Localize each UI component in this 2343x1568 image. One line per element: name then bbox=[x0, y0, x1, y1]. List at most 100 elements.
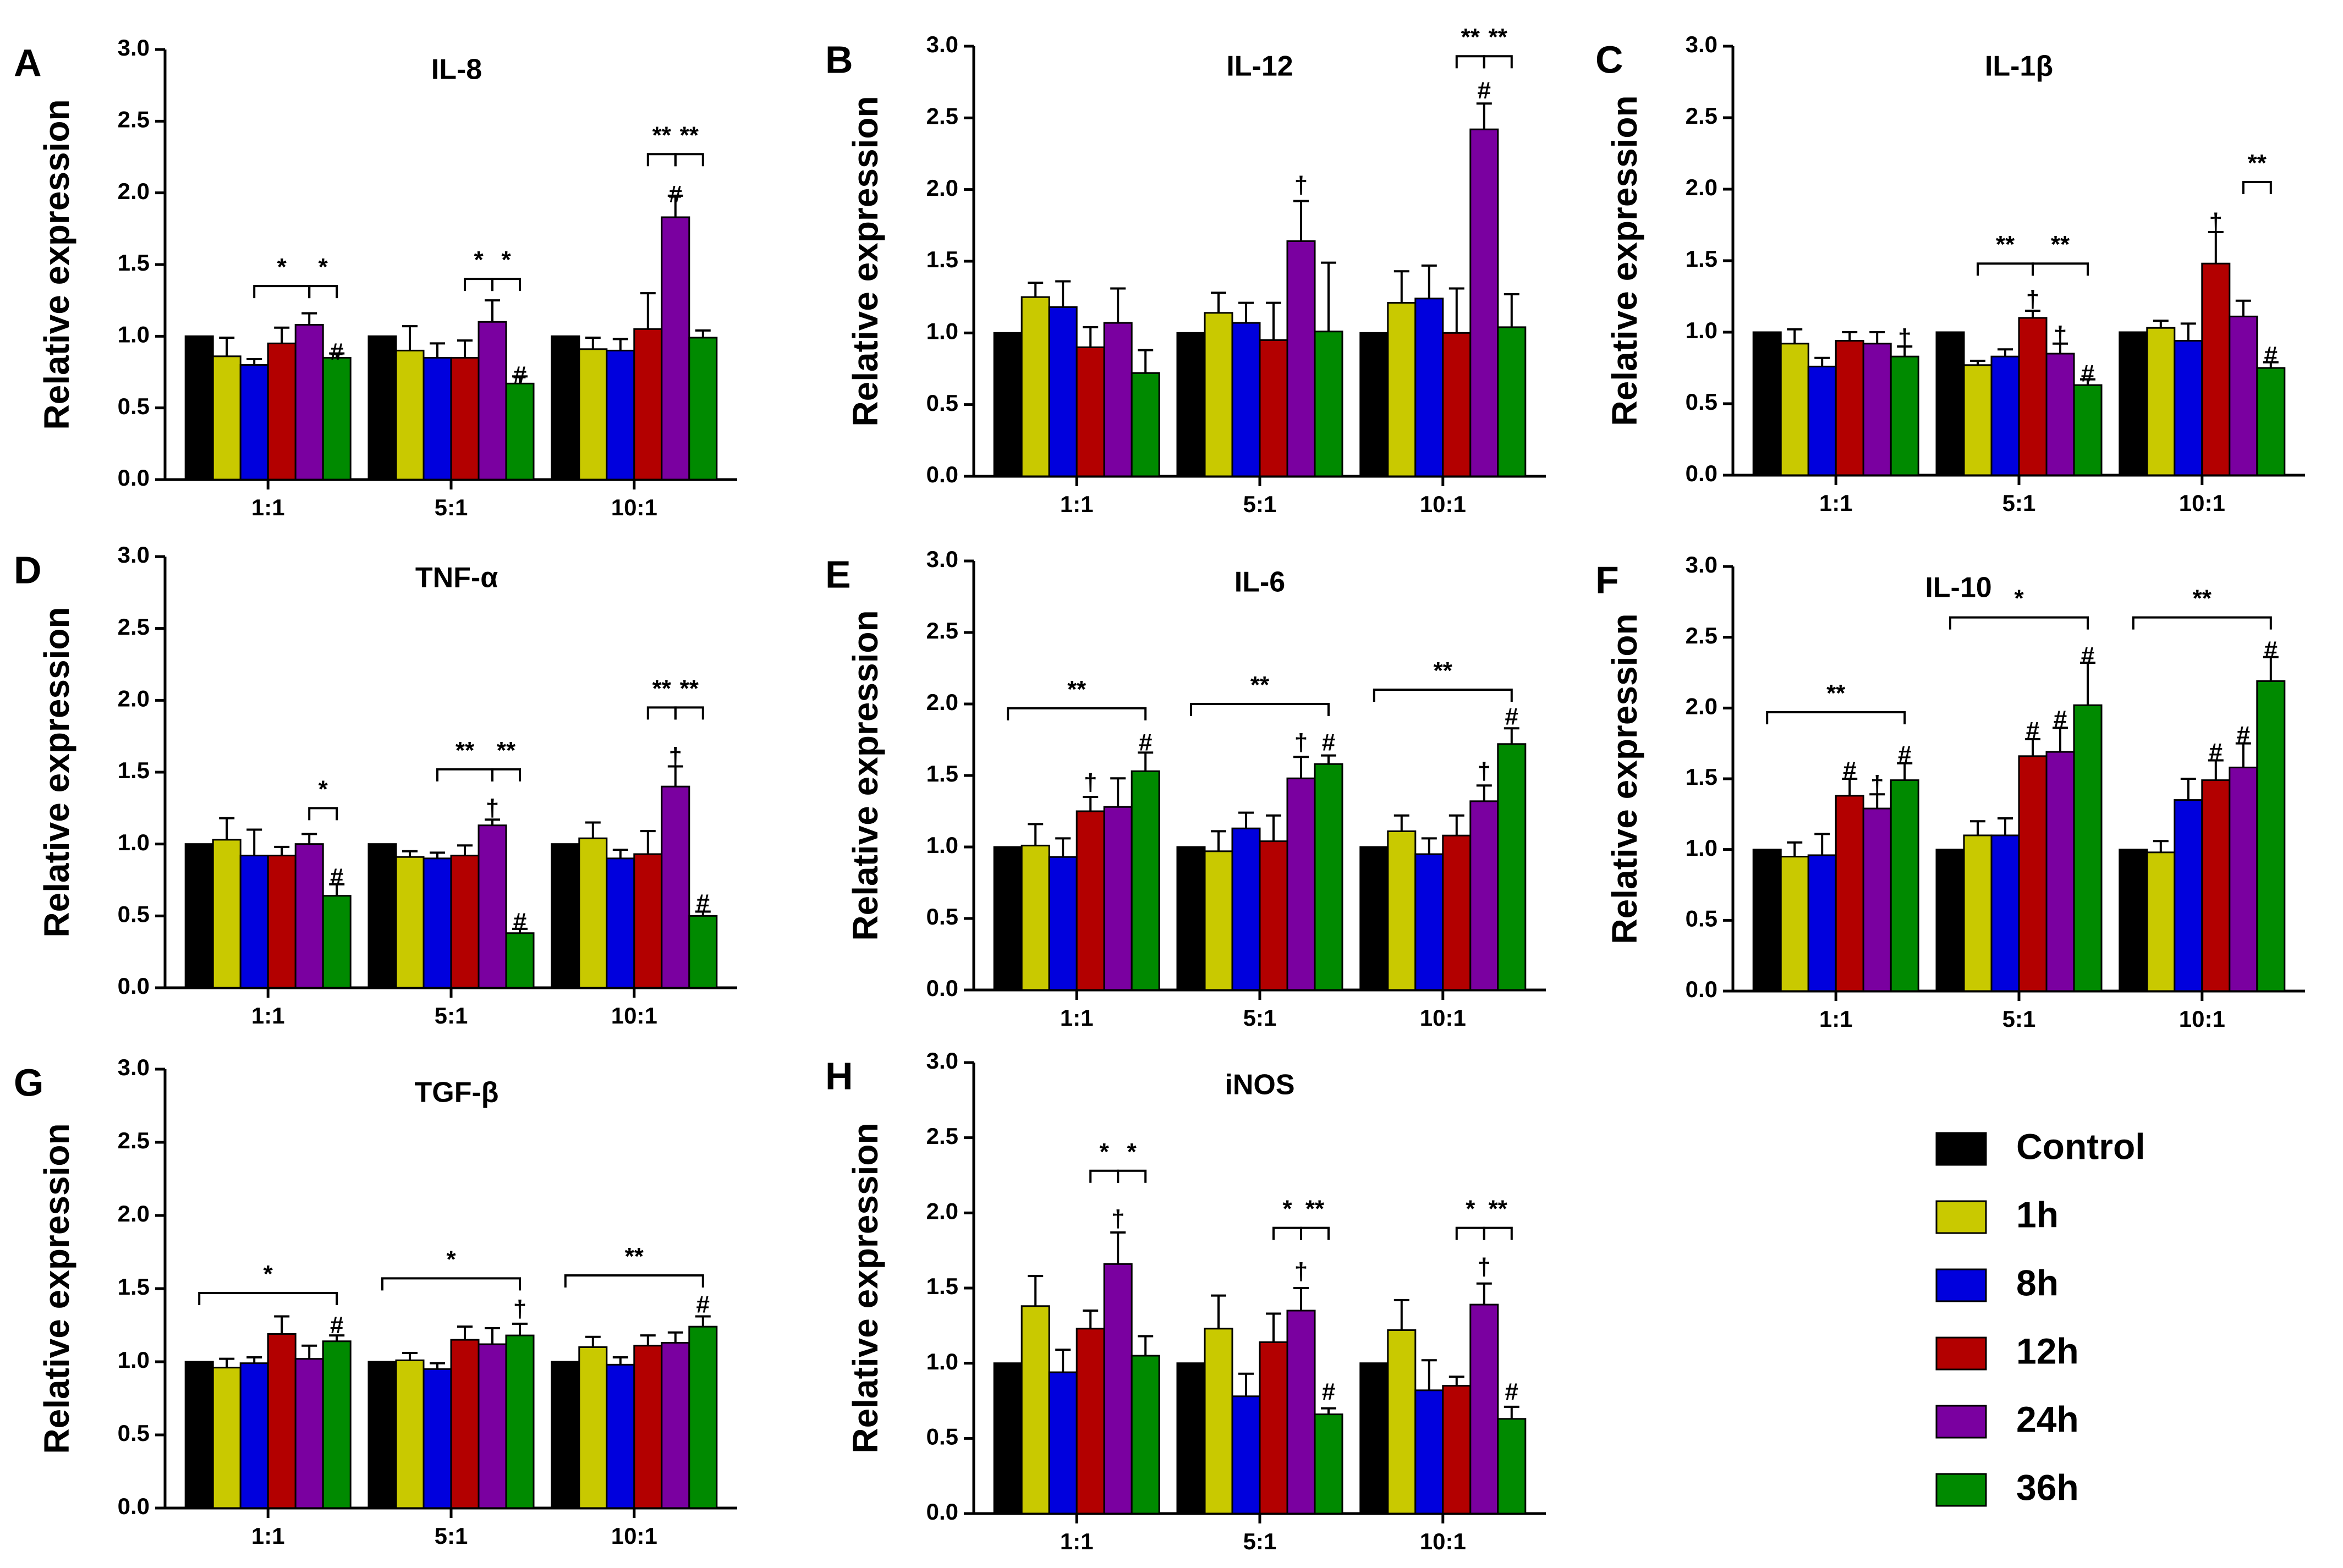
significance-bracket bbox=[1977, 262, 2034, 276]
significance-bracket bbox=[1949, 616, 2089, 630]
x-tick-label: 5:1 bbox=[1243, 1005, 1277, 1031]
significance-bracket bbox=[2032, 262, 2089, 276]
bar-12h bbox=[1835, 340, 1864, 476]
significance-stars: * bbox=[446, 1246, 456, 1273]
bar-control bbox=[1176, 332, 1206, 477]
y-tick-label: 0.5 bbox=[118, 1420, 150, 1446]
legend-label: 1h bbox=[2016, 1194, 2059, 1235]
y-tick-label: 2.5 bbox=[1686, 103, 1718, 129]
significance-stars: * bbox=[277, 254, 287, 280]
y-axis-label: Relative expression bbox=[1605, 613, 1644, 944]
x-tick-label: 10:1 bbox=[2179, 490, 2225, 516]
y-tick-label: 0.0 bbox=[926, 1499, 958, 1525]
bar-12h bbox=[1442, 1385, 1472, 1515]
x-tick-label: 10:1 bbox=[611, 1003, 657, 1028]
bar-24h bbox=[478, 824, 507, 989]
significance-stars: * bbox=[1100, 1138, 1110, 1165]
bar-12h bbox=[450, 356, 480, 481]
y-axis-label: Relative expression bbox=[37, 99, 76, 430]
bar-control bbox=[1935, 331, 1965, 476]
significance-stars: * bbox=[319, 254, 328, 280]
significance-stars: ** bbox=[1434, 657, 1453, 684]
significance-bracket bbox=[1373, 689, 1513, 702]
bar-8h bbox=[2174, 340, 2203, 476]
y-tick-label: 2.5 bbox=[118, 106, 150, 132]
bar-1h bbox=[1020, 844, 1050, 991]
x-tick-label: 1:1 bbox=[1819, 490, 1853, 516]
bar-36h bbox=[688, 1325, 718, 1509]
significance-stars: ** bbox=[497, 737, 516, 764]
bar-36h bbox=[1890, 355, 1919, 476]
legend-label: 36h bbox=[2016, 1467, 2079, 1508]
bar-1h bbox=[1963, 834, 1993, 992]
significance-mark: # bbox=[2081, 642, 2094, 669]
significance-stars: ** bbox=[2248, 150, 2267, 177]
bar-12h bbox=[1076, 810, 1105, 991]
y-tick-label: 1.0 bbox=[118, 1347, 150, 1373]
bar-control bbox=[367, 1361, 397, 1509]
bar-8h bbox=[606, 349, 635, 481]
y-tick-label: 0.0 bbox=[1686, 460, 1718, 486]
significance-mark: # bbox=[1843, 757, 1856, 784]
significance-stars: ** bbox=[2193, 585, 2212, 612]
bar-12h bbox=[2018, 317, 2048, 476]
significance-bracket bbox=[308, 807, 338, 821]
significance-mark: † bbox=[1478, 1253, 1491, 1280]
bar-1h bbox=[1204, 312, 1233, 477]
bar-8h bbox=[422, 356, 452, 481]
y-axis-label: Relative expression bbox=[846, 1123, 885, 1453]
bar-1h bbox=[578, 837, 608, 989]
panel-letter: G bbox=[14, 1061, 43, 1104]
significance-bracket bbox=[1272, 1226, 1302, 1240]
y-tick-label: 1.5 bbox=[1686, 764, 1718, 790]
x-tick-label: 5:1 bbox=[1243, 491, 1277, 517]
y-tick-label: 2.0 bbox=[118, 685, 150, 711]
bar-1h bbox=[395, 1359, 425, 1509]
x-tick-label: 10:1 bbox=[1420, 1528, 1466, 1554]
y-tick-label: 0.5 bbox=[926, 904, 958, 929]
bar-36h bbox=[688, 915, 718, 989]
bar-36h bbox=[322, 895, 352, 989]
bar-36h bbox=[322, 356, 352, 481]
significance-mark: # bbox=[696, 889, 710, 916]
bar-control bbox=[1176, 846, 1206, 991]
significance-bracket bbox=[491, 768, 521, 782]
significance-bracket bbox=[381, 1277, 521, 1291]
significance-stars: ** bbox=[1067, 676, 1087, 703]
significance-mark: † bbox=[1294, 1258, 1308, 1285]
bar-control bbox=[2119, 849, 2148, 992]
bar-24h bbox=[1286, 1310, 1316, 1515]
panel-f: F IL-10 Relative expression 0.0 0.5 1.0 1.5 2.0… bbox=[1595, 552, 2305, 1032]
y-tick-label: 1.5 bbox=[1686, 246, 1718, 272]
bar-24h bbox=[1103, 322, 1133, 477]
chart-title: IL-6 bbox=[1234, 566, 1285, 598]
y-tick-label: 1.0 bbox=[118, 321, 150, 347]
y-tick-label: 1.5 bbox=[118, 1274, 150, 1300]
legend-swatch-8h bbox=[1935, 1268, 1987, 1302]
significance-bracket bbox=[1455, 55, 1485, 69]
legend-swatch-control bbox=[1935, 1132, 1987, 1166]
significance-mark: † bbox=[2209, 208, 2223, 235]
bar-8h bbox=[422, 857, 452, 989]
bar-control bbox=[2119, 331, 2148, 476]
significance-stars: ** bbox=[1305, 1196, 1325, 1223]
bar-8h bbox=[606, 1363, 635, 1509]
y-tick-label: 1.5 bbox=[926, 246, 958, 272]
bar-36h bbox=[2073, 384, 2103, 476]
significance-mark: # bbox=[696, 1291, 710, 1318]
significance-stars: ** bbox=[1250, 672, 1270, 698]
x-tick-label: 1:1 bbox=[1060, 1005, 1094, 1031]
bar-12h bbox=[450, 1339, 480, 1509]
y-tick-label: 1.0 bbox=[118, 829, 150, 855]
y-tick-label: 2.0 bbox=[926, 689, 958, 715]
significance-mark: † bbox=[513, 1296, 526, 1323]
significance-stars: * bbox=[2014, 585, 2024, 612]
bar-1h bbox=[212, 839, 242, 989]
bar-1h bbox=[1204, 850, 1233, 991]
chart-title: TNF-α bbox=[415, 562, 498, 594]
x-tick-label: 10:1 bbox=[611, 1523, 657, 1549]
chart-title: IL-8 bbox=[431, 54, 482, 86]
significance-mark: # bbox=[2081, 360, 2094, 387]
bar-8h bbox=[1048, 1371, 1078, 1515]
bar-12h bbox=[450, 855, 480, 989]
